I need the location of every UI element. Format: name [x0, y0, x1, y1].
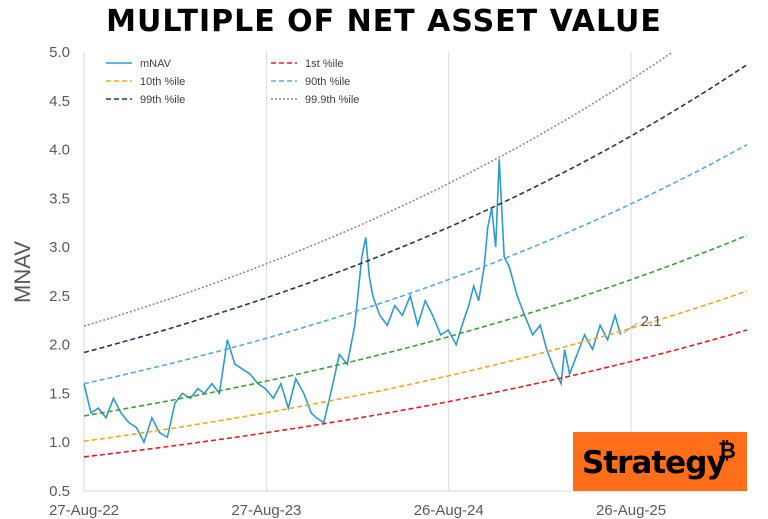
series-line — [83, 290, 748, 442]
logo: Strategy ₿ — [573, 432, 747, 491]
x-tick-label: 26-Aug-25 — [596, 502, 666, 519]
series-line — [83, 329, 748, 458]
annotation: 2.1 — [623, 313, 662, 334]
y-axis-label: MNAV — [10, 241, 35, 303]
y-tick-label: 4.0 — [49, 142, 70, 159]
annotation-label: 2.1 — [641, 313, 662, 330]
x-tick-label: 27-Aug-22 — [49, 502, 119, 519]
y-tick-label: 4.5 — [49, 93, 70, 110]
series-line — [83, 64, 748, 354]
x-tick-label: 27-Aug-23 — [231, 502, 301, 519]
series-line — [83, 159, 622, 445]
legend-label: mNAV — [140, 58, 172, 70]
y-tick-label: 3.0 — [49, 239, 70, 256]
y-tick-label: 2.5 — [49, 288, 70, 305]
y-tick-label: 1.5 — [49, 385, 70, 402]
x-axis-ticks: 27-Aug-22 27-Aug-23 26-Aug-24 26-Aug-25 — [49, 502, 666, 519]
chart-title: MULTIPLE OF NET ASSET VALUE — [106, 4, 662, 39]
gridlines — [83, 52, 747, 492]
logo-mark: ₿ — [718, 439, 736, 464]
logo-background — [573, 432, 747, 491]
legend-label: 99.9th %ile — [305, 94, 359, 106]
legend-label: 10th %ile — [140, 76, 185, 88]
legend-label: 1st %ile — [305, 58, 344, 70]
y-tick-label: 0.5 — [49, 483, 70, 500]
series-line — [83, 234, 748, 417]
legend: mNAV 1st %ile 10th %ile 90th %ile 99th %ile 9… — [106, 58, 359, 106]
y-tick-label: 5.0 — [49, 44, 70, 61]
series-line — [83, 51, 674, 327]
series-lines — [83, 51, 748, 458]
y-tick-label: 1.0 — [49, 434, 70, 451]
logo-text: Strategy — [582, 445, 726, 481]
legend-label: 99th %ile — [140, 94, 185, 106]
legend-label: 90th %ile — [305, 76, 350, 88]
series-line — [83, 143, 748, 385]
x-tick-label: 26-Aug-24 — [414, 502, 484, 519]
y-axis-ticks: 0.5 1.0 1.5 2.0 2.5 3.0 3.5 4.0 4.5 5.0 — [49, 44, 70, 500]
y-tick-label: 2.0 — [49, 337, 70, 354]
y-tick-label: 3.5 — [49, 190, 70, 207]
annotation-leader — [623, 322, 638, 334]
